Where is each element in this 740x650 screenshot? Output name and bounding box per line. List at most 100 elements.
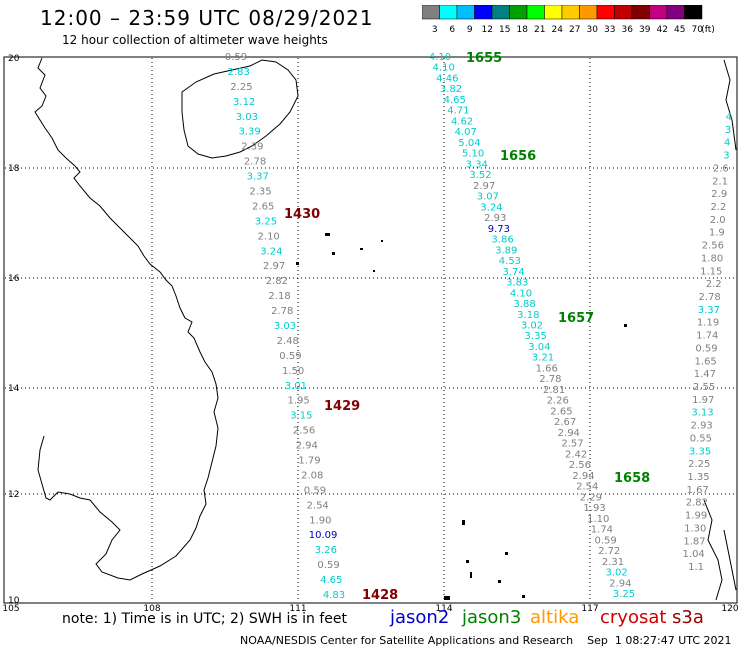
- wave-height-value: 3.21: [532, 353, 554, 364]
- colorbar-swatch: [684, 5, 703, 20]
- wave-height-value: 2.54: [307, 500, 329, 511]
- colorbar-tick-label: 15: [499, 25, 510, 35]
- wave-height-colorbar: 3 6 9 12 15 18 21 24 27 30 33 36 39 42 45 70(ft): [422, 5, 715, 35]
- wave-height-value: 4.53: [499, 256, 521, 267]
- wave-height-value: 4: [726, 112, 732, 123]
- wave-height-value: 1.04: [683, 549, 705, 560]
- wave-height-value: 3.39: [238, 127, 260, 138]
- wave-height-value: 3.25: [255, 216, 277, 227]
- wave-height-value: 3.26: [315, 545, 337, 556]
- wave-height-value: 3.34: [466, 159, 488, 170]
- track-time-label: 1429: [324, 399, 360, 414]
- wave-height-value: 2.65: [550, 406, 572, 417]
- wave-height-value: 5.04: [458, 138, 480, 149]
- wave-height-value: 2.94: [609, 578, 631, 589]
- wave-height-value: 4.10: [429, 52, 451, 63]
- wave-height-value: 2.65: [252, 201, 274, 212]
- wave-height-value: 4.10: [433, 63, 455, 74]
- wave-height-value: 2.78: [271, 306, 293, 317]
- wave-height-value: 3.03: [274, 321, 296, 332]
- wave-height-value: 3.52: [469, 170, 491, 181]
- wave-height-value: 2.55: [693, 382, 715, 393]
- colorbar-tick-label: 45: [674, 25, 685, 35]
- footnote: note: 1) Time is in UTC; 2) SWH is in fe…: [62, 611, 348, 627]
- latitude-tick-label: 16: [8, 274, 20, 284]
- wave-height-value: 3.35: [689, 446, 711, 457]
- wave-height-value: 4.62: [451, 116, 473, 127]
- wave-height-value: 4: [724, 138, 730, 149]
- wave-height-value: 2.0: [710, 215, 726, 226]
- wave-height-value: 1.50: [282, 366, 304, 377]
- longitude-tick-label: 105: [2, 604, 19, 614]
- wave-height-value: 3.74: [502, 267, 524, 278]
- wave-height-value: 1.97: [692, 395, 714, 406]
- wave-height-value: 1.74: [591, 525, 613, 536]
- colorbar-tick-label: 33: [604, 25, 615, 35]
- wave-height-value: 3.88: [514, 299, 536, 310]
- wave-height-value: 3.02: [521, 321, 543, 332]
- colorbar-tick-label: 21: [534, 25, 545, 35]
- colorbar-tick-label: 42: [657, 25, 668, 35]
- wave-height-value: 2.94: [572, 471, 594, 482]
- credit-footer: NOAA/NESDIS Center for Satellite Applica…: [240, 634, 732, 647]
- wave-height-value: 4.71: [447, 106, 469, 117]
- wave-height-value: 2.93: [484, 213, 506, 224]
- colorbar-tick-label: 27: [569, 25, 580, 35]
- wave-height-value: 0.59: [225, 52, 247, 63]
- wave-height-value: 4.65: [320, 575, 342, 586]
- wave-height-value: 2.35: [249, 187, 271, 198]
- wave-height-value: 1.65: [695, 356, 717, 367]
- wave-height-value: 3.02: [606, 568, 628, 579]
- hainan-coastline: [181, 59, 299, 159]
- wave-height-value: 2.39: [241, 142, 263, 153]
- wave-height-value: 1.9: [709, 228, 725, 239]
- colorbar-tick-label: 39: [639, 25, 651, 35]
- map-frame: [3, 56, 738, 604]
- wave-height-value: 3.12: [233, 97, 255, 108]
- wave-height-value: 1.19: [697, 318, 719, 329]
- colorbar-unit-label: (ft): [701, 25, 715, 35]
- legend-cryosat: cryosat: [600, 607, 667, 628]
- wave-height-value: 1.80: [701, 253, 723, 264]
- wave-height-value: 2.78: [699, 292, 721, 303]
- track-time-label: 1428: [362, 588, 398, 603]
- wave-height-value: 3.37: [247, 172, 269, 183]
- wave-height-value: 2.72: [598, 546, 620, 557]
- wave-height-value: 0.59: [279, 351, 301, 362]
- wave-height-value: 3: [723, 151, 729, 162]
- wave-height-value: 1.15: [700, 266, 722, 277]
- track-time-labels: 1655 1656 1657 1658 1430 1429 1428: [284, 51, 650, 603]
- colorbar-tick-label: 18: [517, 25, 529, 35]
- wave-height-value: 2.78: [539, 374, 561, 385]
- longitude-tick-label: 114: [435, 604, 452, 614]
- wave-height-value: 0.59: [695, 343, 717, 354]
- vietnam-coastline: [34, 57, 219, 581]
- wave-height-value: 2.25: [688, 459, 710, 470]
- map-title: 12:00 – 23:59 UTC 08/29/2021: [40, 6, 374, 30]
- wave-height-value: 2.67: [554, 417, 576, 428]
- legend-jason2: jason2: [390, 607, 450, 628]
- wave-height-value: 2.81: [543, 385, 565, 396]
- wave-height-value: 3.03: [236, 112, 258, 123]
- wave-height-value: 2.48: [277, 336, 299, 347]
- wave-height-value: 1.35: [687, 472, 709, 483]
- colorbar-tick-label: 12: [482, 25, 493, 35]
- colorbar-tick-label: 24: [552, 25, 564, 35]
- legend-s3a: s3a: [672, 607, 704, 628]
- wave-height-value: 3.15: [290, 411, 312, 422]
- wave-height-value: 0.55: [690, 433, 712, 444]
- wave-height-value: 4.83: [323, 590, 345, 601]
- colorbar-tick-label: 70: [692, 25, 704, 35]
- wave-height-value: 4.10: [510, 288, 532, 299]
- wave-height-value: 3.13: [691, 408, 713, 419]
- wave-height-value: 3.01: [285, 381, 307, 392]
- colorbar-tick-label: 6: [449, 25, 455, 35]
- wave-height-value: 2.94: [558, 428, 580, 439]
- wave-height-value: 2.97: [473, 181, 495, 192]
- wave-height-value: 3.04: [528, 342, 550, 353]
- lat-lon-grid: 105 108 111 114 117 120 20 18 16 14 12 10: [2, 54, 738, 614]
- wave-height-value: 0.59: [594, 535, 616, 546]
- wave-height-value: 3.37: [698, 305, 720, 316]
